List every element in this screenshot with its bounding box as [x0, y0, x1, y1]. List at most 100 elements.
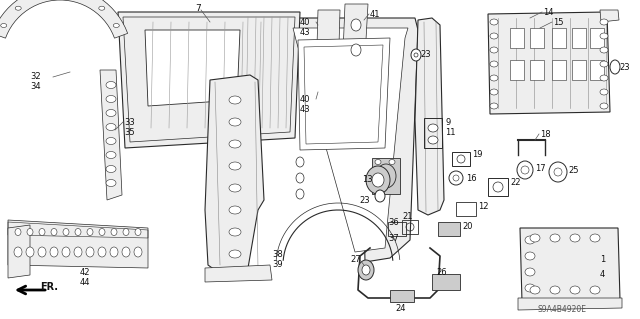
- Ellipse shape: [15, 228, 21, 235]
- Ellipse shape: [490, 75, 498, 81]
- Text: 14: 14: [543, 8, 554, 17]
- Text: 23: 23: [360, 196, 370, 205]
- Text: 27: 27: [350, 255, 360, 264]
- Text: 41: 41: [370, 10, 381, 19]
- Ellipse shape: [134, 247, 142, 257]
- Text: 23: 23: [619, 63, 630, 72]
- Ellipse shape: [87, 228, 93, 235]
- Text: 15: 15: [553, 18, 563, 27]
- Bar: [438, 222, 460, 236]
- Polygon shape: [518, 298, 622, 310]
- Ellipse shape: [106, 123, 116, 130]
- Ellipse shape: [600, 33, 608, 39]
- Polygon shape: [415, 18, 444, 215]
- Ellipse shape: [351, 19, 361, 31]
- Ellipse shape: [229, 250, 241, 258]
- Bar: [488, 178, 508, 196]
- Bar: [552, 28, 566, 48]
- Polygon shape: [342, 4, 368, 78]
- Ellipse shape: [296, 173, 304, 183]
- Polygon shape: [600, 10, 619, 22]
- Ellipse shape: [62, 247, 70, 257]
- Ellipse shape: [14, 247, 22, 257]
- Ellipse shape: [111, 228, 117, 235]
- Ellipse shape: [113, 24, 119, 27]
- Ellipse shape: [600, 103, 608, 109]
- Ellipse shape: [358, 260, 374, 280]
- Ellipse shape: [1, 24, 6, 27]
- Ellipse shape: [550, 234, 560, 242]
- Ellipse shape: [106, 95, 116, 102]
- Text: 17: 17: [535, 164, 546, 173]
- Ellipse shape: [428, 124, 438, 132]
- Ellipse shape: [122, 247, 130, 257]
- Ellipse shape: [106, 137, 116, 145]
- Ellipse shape: [490, 89, 498, 95]
- Polygon shape: [298, 38, 390, 150]
- Text: 33: 33: [124, 118, 135, 127]
- Ellipse shape: [525, 252, 535, 260]
- Ellipse shape: [106, 109, 116, 116]
- Text: 37: 37: [388, 234, 399, 243]
- Text: 9: 9: [445, 118, 451, 127]
- Polygon shape: [100, 70, 122, 200]
- Polygon shape: [145, 30, 240, 106]
- Ellipse shape: [99, 6, 105, 10]
- Ellipse shape: [600, 47, 608, 53]
- Ellipse shape: [389, 160, 395, 165]
- Polygon shape: [205, 75, 264, 272]
- Ellipse shape: [106, 81, 116, 88]
- Ellipse shape: [86, 247, 94, 257]
- Ellipse shape: [38, 247, 46, 257]
- Text: 20: 20: [462, 222, 472, 231]
- Polygon shape: [205, 265, 272, 282]
- Ellipse shape: [229, 96, 241, 104]
- Text: 18: 18: [540, 130, 550, 139]
- Text: 21: 21: [402, 212, 413, 221]
- Text: 39: 39: [272, 260, 283, 269]
- Ellipse shape: [15, 6, 21, 10]
- Text: FR.: FR.: [40, 282, 58, 292]
- Bar: [424, 118, 442, 148]
- Text: 42: 42: [80, 268, 90, 277]
- Text: 43: 43: [300, 28, 310, 37]
- Bar: [402, 220, 418, 234]
- Ellipse shape: [590, 286, 600, 294]
- Ellipse shape: [39, 228, 45, 235]
- Text: 22: 22: [510, 178, 520, 187]
- Polygon shape: [118, 12, 300, 148]
- Text: 40: 40: [300, 95, 310, 104]
- Ellipse shape: [123, 228, 129, 235]
- Text: 4: 4: [600, 270, 605, 279]
- Ellipse shape: [490, 47, 498, 53]
- Ellipse shape: [525, 268, 535, 276]
- Bar: [590, 28, 604, 48]
- Bar: [452, 152, 470, 166]
- Ellipse shape: [570, 286, 580, 294]
- Polygon shape: [0, 0, 127, 38]
- Polygon shape: [293, 28, 408, 252]
- Ellipse shape: [490, 61, 498, 67]
- Ellipse shape: [74, 247, 82, 257]
- Ellipse shape: [411, 49, 421, 61]
- Text: 16: 16: [466, 174, 477, 183]
- Polygon shape: [285, 18, 418, 262]
- Text: 13: 13: [362, 175, 372, 184]
- Bar: [590, 60, 604, 80]
- Bar: [432, 274, 460, 290]
- Polygon shape: [520, 228, 620, 302]
- Bar: [388, 222, 406, 236]
- Text: 26: 26: [436, 268, 447, 277]
- Ellipse shape: [490, 19, 498, 25]
- Text: 12: 12: [478, 202, 488, 211]
- Bar: [456, 202, 476, 216]
- Ellipse shape: [296, 189, 304, 199]
- Ellipse shape: [229, 184, 241, 192]
- Ellipse shape: [229, 228, 241, 236]
- Ellipse shape: [375, 190, 385, 202]
- Ellipse shape: [229, 206, 241, 214]
- Text: 25: 25: [568, 166, 579, 175]
- Ellipse shape: [590, 234, 600, 242]
- Ellipse shape: [428, 136, 438, 144]
- Ellipse shape: [106, 180, 116, 187]
